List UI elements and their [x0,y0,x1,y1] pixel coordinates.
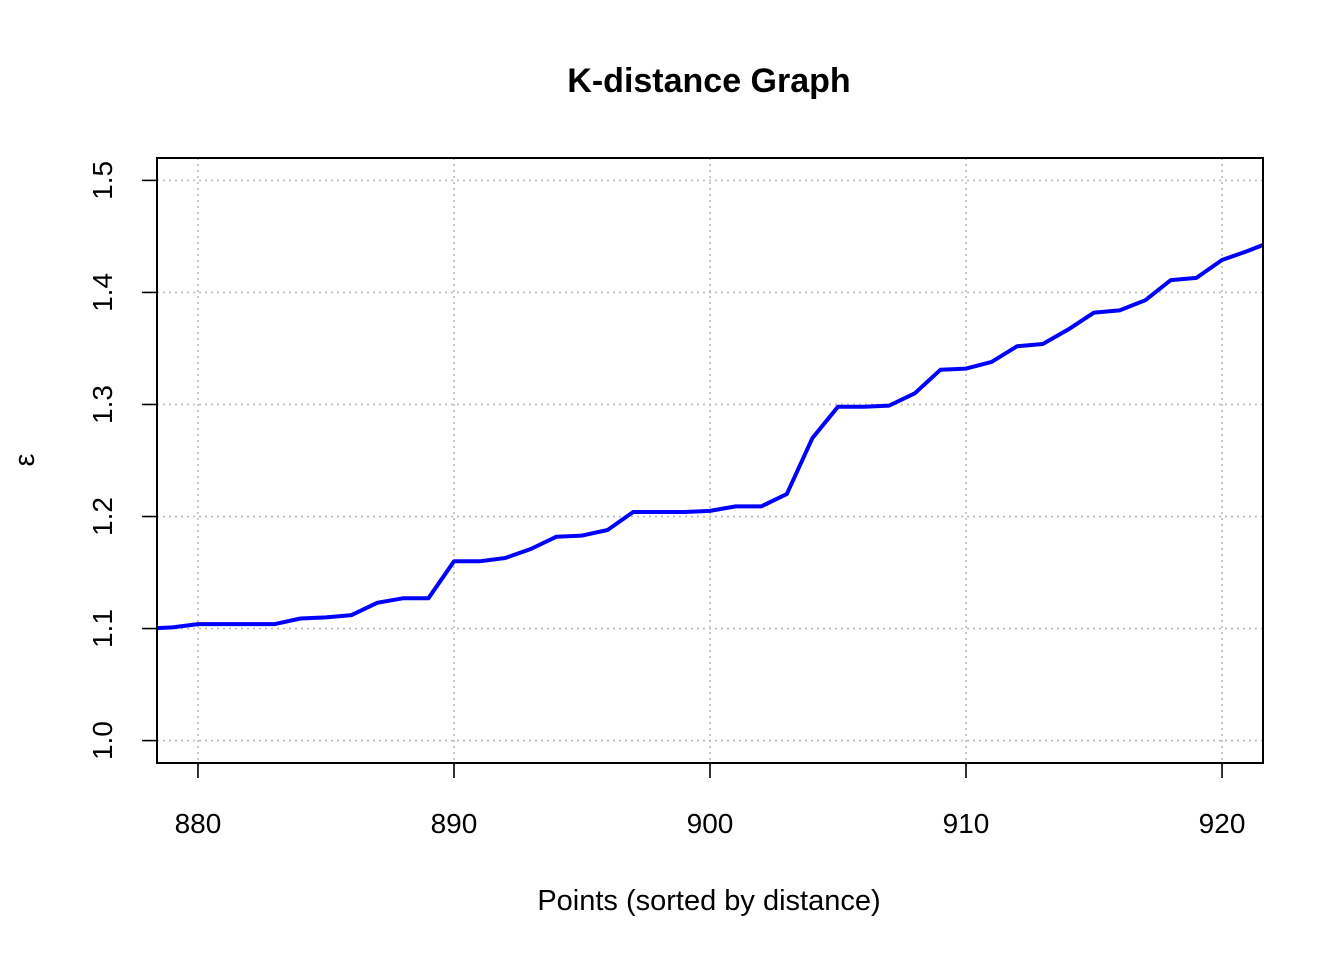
y-tick-label: 1.2 [87,497,118,536]
y-axis-label: ε [9,453,41,466]
plot-frame [156,157,1264,764]
y-tick-label: 1.4 [87,273,118,312]
x-tick-label: 880 [175,808,222,839]
x-tick-label: 910 [943,808,990,839]
axes: 880 890 900 910 920 1.0 1.1 1.2 1.3 1.4 1.5 [87,161,1245,839]
x-tick-label: 920 [1199,808,1246,839]
y-tick-label: 1.0 [87,721,118,760]
series-layer [157,242,1263,631]
x-axis-label: Points (sorted by distance) [537,885,880,917]
chart-title: K-distance Graph [567,62,850,100]
grid-lines [157,158,1263,763]
series-line [157,242,1263,631]
y-tick-label: 1.3 [87,385,118,424]
x-tick-label: 890 [431,808,478,839]
y-tick-label: 1.1 [87,609,118,648]
x-tick-label: 900 [687,808,734,839]
y-tick-label: 1.5 [87,161,118,200]
